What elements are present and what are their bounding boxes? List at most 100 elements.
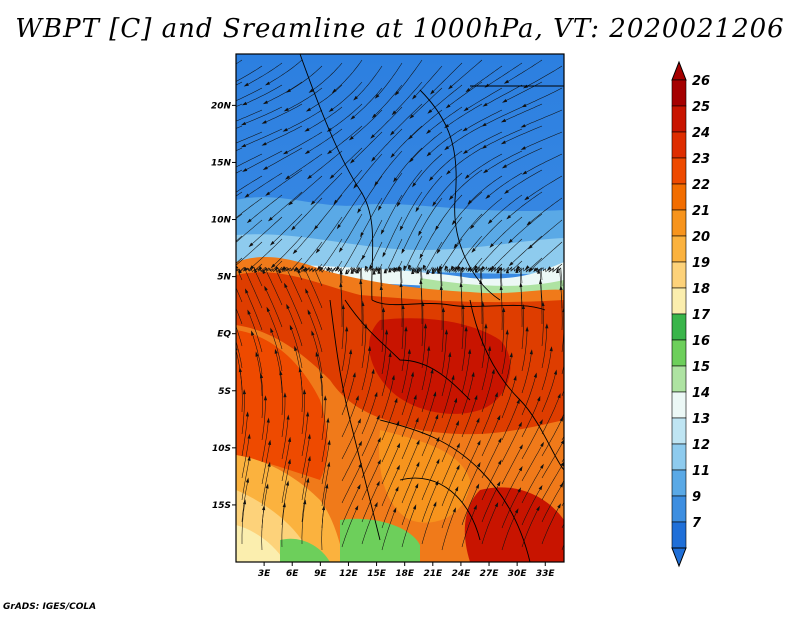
streamline-arrow xyxy=(327,461,331,467)
streamline-arrow xyxy=(525,326,529,332)
streamline-arrow xyxy=(341,304,345,310)
streamline-arrow xyxy=(322,505,326,511)
streamline-arrow xyxy=(407,264,412,270)
streamline xyxy=(241,458,250,501)
streamline-arrow xyxy=(392,507,397,513)
colorbar-label: 14 xyxy=(692,386,710,401)
streamline-arrow xyxy=(414,483,419,489)
streamline-arrow xyxy=(431,268,435,274)
streamline xyxy=(245,290,263,331)
streamline-arrow xyxy=(274,348,278,354)
streamline xyxy=(561,480,564,485)
streamline xyxy=(430,150,463,180)
streamline xyxy=(413,153,443,186)
streamline-arrow xyxy=(473,265,478,270)
streamline xyxy=(510,235,543,265)
streamline-arrow xyxy=(526,221,532,226)
streamline xyxy=(271,330,283,372)
colorbar-label: 11 xyxy=(692,464,710,479)
streamline-arrow xyxy=(553,369,557,375)
streamline-arrow xyxy=(487,219,493,225)
streamline-arrow xyxy=(451,374,455,380)
streamline-arrow xyxy=(519,444,523,450)
streamline xyxy=(420,281,423,324)
streamline xyxy=(290,327,303,369)
streamline xyxy=(292,197,323,229)
streamline xyxy=(521,329,528,372)
streamline-arrow xyxy=(262,268,266,274)
lat-tick-label: 10N xyxy=(211,216,232,226)
streamline xyxy=(561,458,564,463)
streamline xyxy=(461,306,464,350)
streamline xyxy=(346,257,363,274)
streamline xyxy=(236,257,243,264)
streamline xyxy=(401,419,418,460)
streamline xyxy=(256,354,263,397)
streamline xyxy=(373,84,403,117)
streamline-arrow xyxy=(500,118,507,123)
streamline-arrow xyxy=(444,329,448,335)
colorbar-label: 22 xyxy=(692,178,710,193)
streamline-arrow xyxy=(452,507,456,513)
streamline-arrow xyxy=(482,102,488,107)
streamline-arrow xyxy=(404,326,408,332)
streamline xyxy=(290,175,323,204)
streamline xyxy=(244,269,263,309)
streamline-arrow xyxy=(454,486,459,492)
streamline-arrow xyxy=(231,325,234,330)
streamline-arrow xyxy=(393,177,398,183)
streamline-arrow xyxy=(227,304,230,309)
streamline xyxy=(381,310,384,353)
streamline xyxy=(421,482,438,523)
streamline xyxy=(243,106,283,125)
colorbar-label: 16 xyxy=(692,334,710,349)
streamline-arrow xyxy=(462,127,468,132)
streamline-arrow xyxy=(282,128,288,132)
streamline xyxy=(236,131,263,144)
wbpt-band-17b xyxy=(280,538,330,562)
streamline-arrow xyxy=(557,503,561,509)
streamline xyxy=(401,485,418,526)
streamline xyxy=(352,87,383,119)
streamline-arrow xyxy=(444,145,450,151)
colorbar-swatch xyxy=(671,443,687,471)
streamline-arrow xyxy=(430,89,435,95)
streamline-arrow xyxy=(509,352,513,358)
streamline-arrow xyxy=(581,445,585,450)
streamline xyxy=(341,329,348,372)
streamline xyxy=(241,414,248,457)
streamline-arrow xyxy=(360,232,364,238)
streamline-arrow xyxy=(262,100,269,105)
streamline-arrow xyxy=(416,439,420,445)
streamline-arrow xyxy=(240,121,247,126)
streamline-arrow xyxy=(327,439,331,445)
lat-tick-label: 10S xyxy=(212,444,231,454)
streamline xyxy=(320,260,343,273)
streamline xyxy=(381,488,398,529)
streamline xyxy=(397,169,423,205)
streamline xyxy=(381,332,387,375)
streamline-arrow xyxy=(328,107,334,112)
streamline-arrow xyxy=(265,483,269,489)
streamline xyxy=(338,191,363,227)
streamline xyxy=(404,235,423,272)
streamline-arrow xyxy=(217,267,222,272)
streamline-arrow xyxy=(247,433,251,439)
streamline xyxy=(501,489,520,529)
streamline-arrow xyxy=(306,411,310,417)
streamline-arrow xyxy=(315,351,319,357)
streamline-arrow xyxy=(556,268,560,274)
streamline-arrow xyxy=(416,268,420,274)
lat-tick-label: 15S xyxy=(212,501,231,511)
streamline xyxy=(236,219,263,243)
streamline xyxy=(501,310,505,353)
streamline-arrow xyxy=(289,324,293,330)
streamline xyxy=(254,260,283,273)
streamline xyxy=(484,128,523,148)
streamline xyxy=(341,374,355,416)
streamline xyxy=(329,125,363,153)
streamline xyxy=(318,238,343,272)
streamline-arrow xyxy=(224,196,229,200)
streamline-arrow xyxy=(476,462,481,468)
